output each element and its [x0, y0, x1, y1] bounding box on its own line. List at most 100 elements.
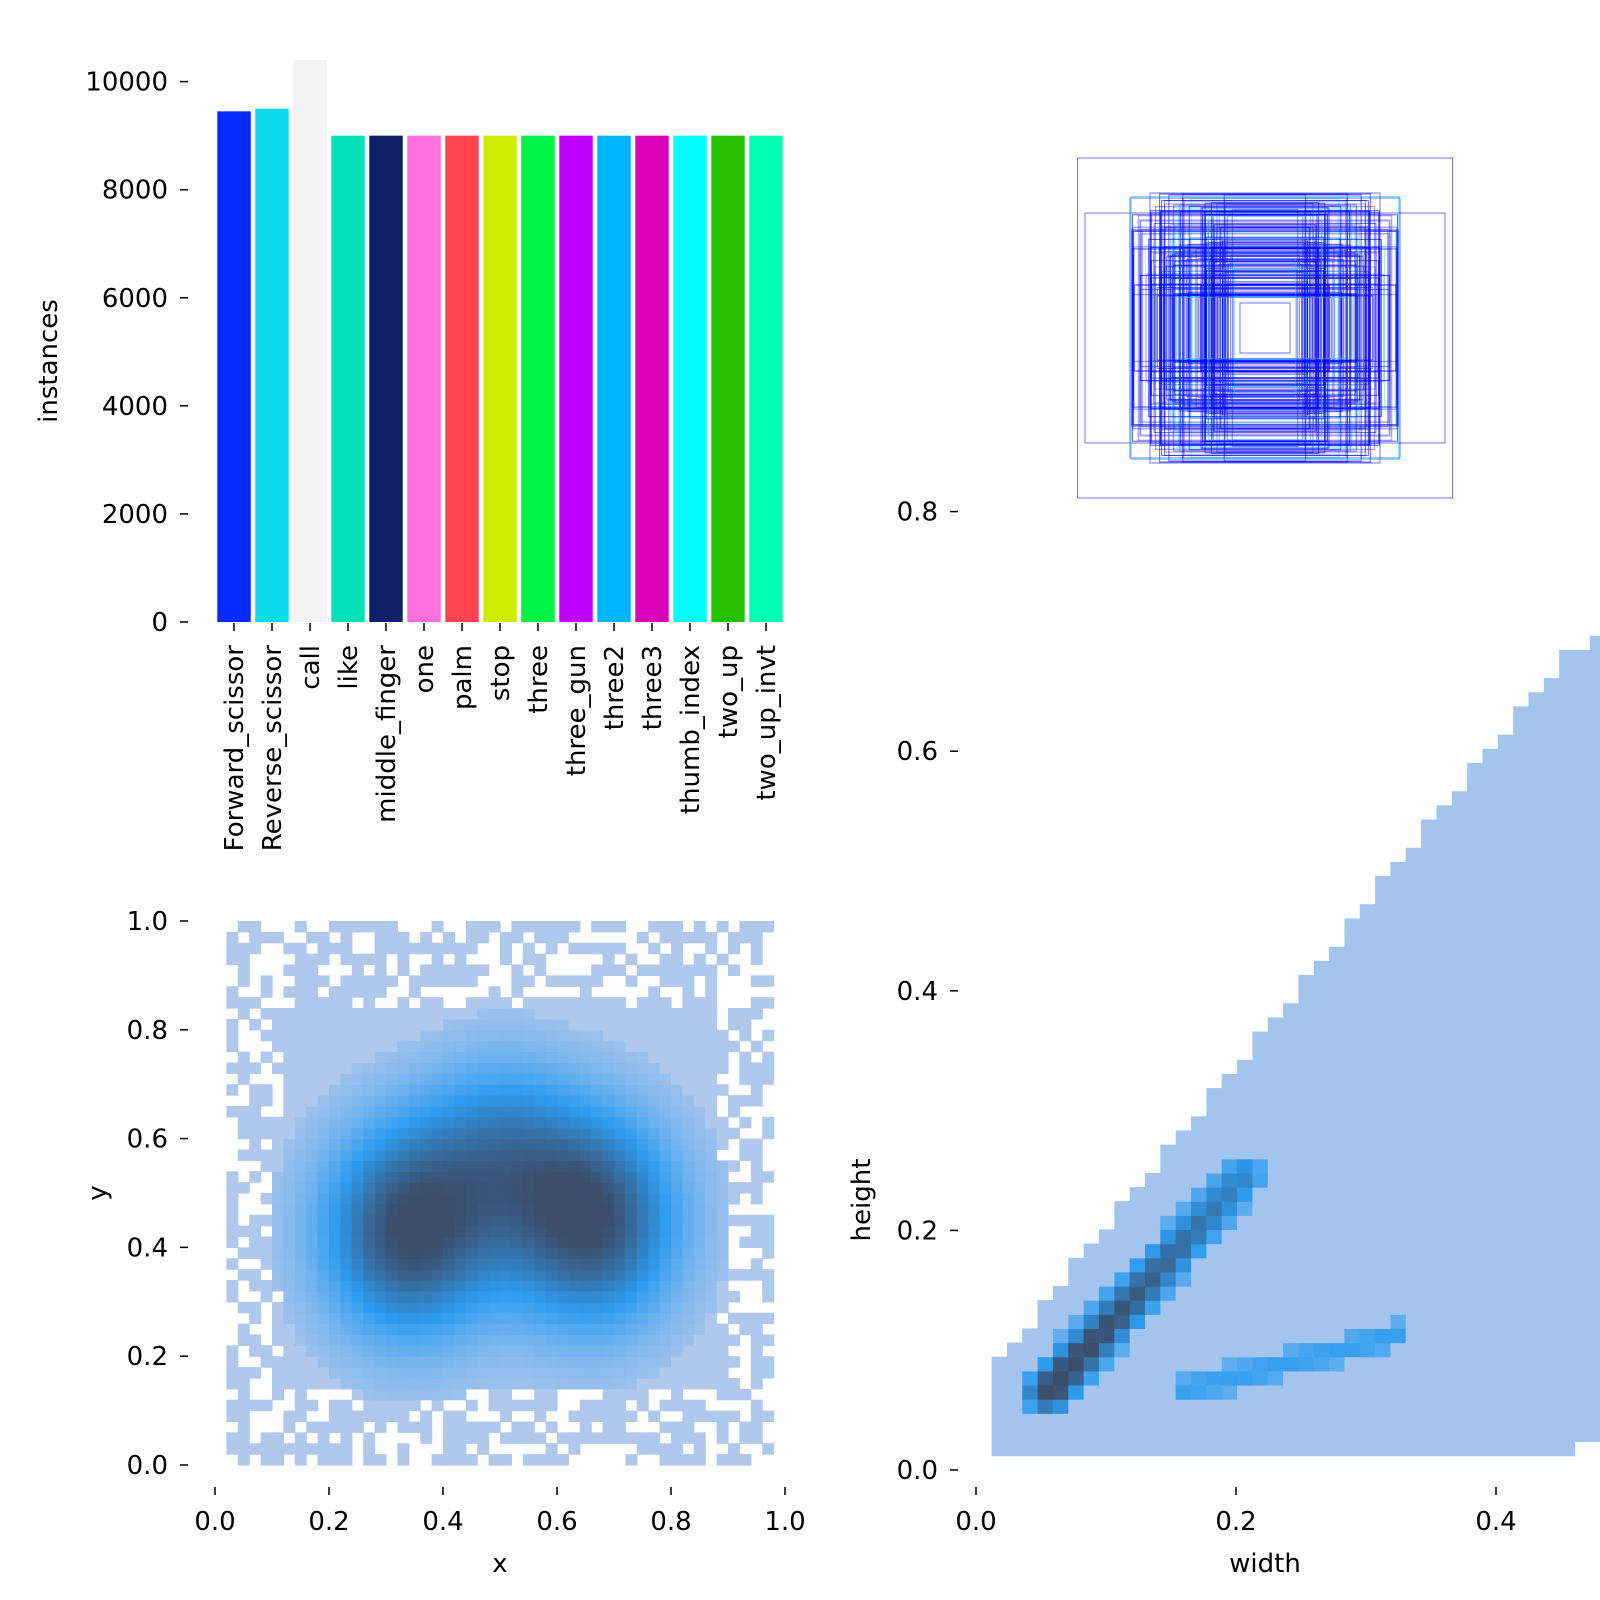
- heat-cell: [351, 1280, 364, 1292]
- heat-cell: [1436, 1356, 1453, 1372]
- heat-cell: [1298, 1130, 1315, 1146]
- heat-cell: [363, 1280, 376, 1292]
- heat-cell: [659, 1323, 672, 1336]
- heat-cell: [443, 931, 455, 944]
- heat-cell: [1467, 918, 1484, 934]
- heat-cell: [1267, 1116, 1284, 1132]
- heat-cell: [1482, 1285, 1499, 1301]
- heat-cell: [682, 1008, 695, 1020]
- heat-cell: [500, 942, 512, 955]
- heat-cell: [1436, 1413, 1453, 1428]
- heat-cell: [294, 1312, 307, 1325]
- heat-cell: [1191, 1356, 1207, 1372]
- label-box: [1166, 269, 1364, 387]
- heat-cell: [671, 1116, 683, 1129]
- heat-cell: [671, 1377, 683, 1390]
- heat-cell: [1375, 1172, 1392, 1188]
- heat-cell: [329, 1214, 341, 1227]
- heat-cell: [1083, 1370, 1100, 1386]
- heat-cell: [1589, 1300, 1600, 1315]
- heat-cell: [1543, 777, 1560, 792]
- heat-cell: [431, 1008, 444, 1020]
- heat-cell: [1559, 1187, 1576, 1202]
- heat-cell: [1436, 1399, 1453, 1414]
- heat-cell: [1390, 1017, 1407, 1033]
- heat-cell: [317, 1040, 330, 1053]
- heat-cell: [294, 1203, 307, 1216]
- heat-cell: [397, 1421, 410, 1433]
- heat-cell: [317, 942, 330, 955]
- heat-cell: [1237, 1384, 1253, 1400]
- label-box: [1219, 240, 1311, 416]
- heat-cell: [534, 1454, 547, 1466]
- label-box: [1205, 236, 1325, 420]
- heat-cell: [659, 1073, 672, 1085]
- heat-cell: [443, 1258, 455, 1270]
- heat-cell: [1497, 1384, 1514, 1400]
- heat-cell: [591, 964, 604, 976]
- label-box: [1169, 255, 1361, 401]
- heat-cell: [1574, 1413, 1591, 1428]
- heat-cell: [739, 1018, 752, 1031]
- heat-cell: [294, 1334, 307, 1346]
- heat-cell: [317, 1008, 330, 1020]
- heat-cell: [1405, 1356, 1422, 1372]
- heat-cell: [1436, 1285, 1453, 1301]
- heat-cell: [1160, 1144, 1177, 1160]
- heat-cell: [374, 1410, 387, 1423]
- label-box: [1084, 212, 1446, 444]
- heat-cell: [705, 1062, 718, 1074]
- heat-cell: [739, 1454, 752, 1466]
- heat-cell: [272, 931, 284, 944]
- heat-cell: [1405, 1003, 1422, 1018]
- heat-cell: [500, 1280, 512, 1292]
- heat-cell: [557, 997, 569, 1009]
- heat-cell: [237, 1116, 250, 1129]
- heat-cell: [1436, 918, 1453, 934]
- label-box: [1151, 283, 1379, 373]
- x-axis-label: x: [492, 1549, 507, 1579]
- heat-cell: [386, 1399, 398, 1412]
- heat-cell: [1467, 1356, 1484, 1372]
- heat-cell: [1513, 974, 1530, 990]
- heat-cell: [557, 975, 569, 987]
- heat-cell: [1559, 805, 1576, 821]
- heat-cell: [363, 1301, 376, 1314]
- heat-cell: [636, 1008, 649, 1020]
- heat-cell: [591, 1312, 604, 1325]
- heat-cell: [272, 1269, 284, 1281]
- label-box: [1153, 222, 1377, 434]
- heat-cell: [705, 1236, 718, 1248]
- heat-cell: [1528, 1215, 1545, 1231]
- heat-cell: [1098, 1356, 1115, 1372]
- heat-cell: [545, 1116, 558, 1129]
- heat-cell: [351, 1008, 364, 1020]
- heat-cell: [329, 997, 341, 1009]
- heat-cell: [1497, 1088, 1514, 1103]
- heat-cell: [1405, 1116, 1422, 1132]
- heat-cell: [477, 1018, 490, 1031]
- heat-cell: [693, 1073, 706, 1085]
- heat-cell: [1329, 1413, 1346, 1428]
- heat-cell: [397, 1040, 410, 1053]
- heat-cell: [1436, 1271, 1453, 1287]
- heat-cell: [1559, 1201, 1576, 1216]
- heat-cell: [545, 1203, 558, 1216]
- heat-cell: [1482, 918, 1499, 934]
- heat-cell: [1252, 1102, 1269, 1117]
- heat-cell: [1375, 1243, 1392, 1259]
- heat-cell: [1543, 876, 1560, 891]
- heat-cell: [500, 1214, 512, 1227]
- heat-cell: [1543, 989, 1560, 1004]
- heat-cell: [591, 1203, 604, 1216]
- heat-cell: [477, 1247, 490, 1259]
- heat-cell: [716, 1356, 729, 1368]
- heat-cell: [682, 1182, 695, 1194]
- heat-cell: [614, 1214, 626, 1227]
- heat-cell: [454, 1018, 467, 1031]
- heat-cell: [545, 1312, 558, 1325]
- heat-cell: [1298, 1243, 1315, 1259]
- heat-cell: [1559, 1059, 1576, 1075]
- heat-cell: [1206, 1215, 1223, 1231]
